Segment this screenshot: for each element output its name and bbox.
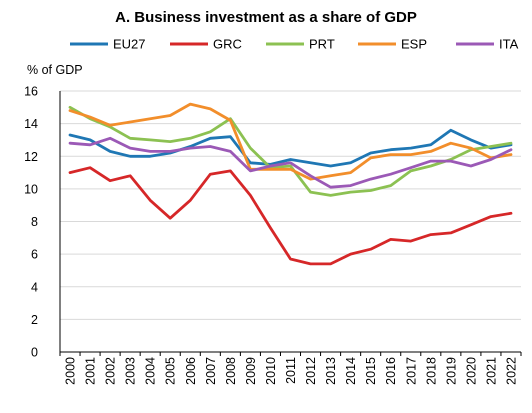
x-tick-label: 2019 — [444, 357, 458, 385]
x-axis-ticks: 2000 2001 2002 2003 2004 2005 2006 2007 2008 2009… — [59, 352, 522, 385]
x-tick-label: 2001 — [84, 357, 98, 385]
y-tick-label: 0 — [31, 346, 38, 360]
legend-label-prt: PRT — [309, 37, 335, 52]
chart-title: A. Business investment as a share of GDP — [115, 9, 417, 26]
y-tick-label: 6 — [31, 248, 38, 262]
chart-legend: EU27 GRC PRT ESP ITA — [70, 37, 519, 52]
x-tick-label: 2018 — [424, 357, 438, 385]
x-tick-label: 2011 — [284, 357, 298, 384]
y-tick-label: 10 — [24, 182, 38, 196]
y-tick-label: 12 — [24, 150, 38, 164]
x-tick-label: 2015 — [364, 357, 378, 385]
x-tick-label: 2002 — [104, 357, 118, 385]
gridlines — [60, 90, 521, 320]
x-tick-label: 2008 — [224, 357, 238, 385]
y-axis-unit-label: % of GDP — [27, 63, 83, 77]
series-line-esp — [68, 102, 513, 181]
y-tick-label: 14 — [24, 117, 38, 131]
x-tick-label: 2004 — [144, 357, 158, 385]
series-line-eu27 — [68, 128, 513, 168]
y-axis-ticks: 0 2 4 6 8 10 12 14 16 — [24, 85, 38, 360]
x-tick-label: 2012 — [304, 357, 318, 385]
y-tick-label: 8 — [31, 215, 38, 229]
x-tick-label: 2017 — [404, 357, 418, 385]
series-line-grc — [68, 166, 513, 266]
x-tick-label: 2022 — [504, 357, 518, 385]
x-tick-label: 2021 — [484, 357, 498, 385]
y-tick-label: 2 — [31, 313, 38, 327]
x-tick-label: 2009 — [244, 357, 258, 385]
x-tick-label: 2000 — [64, 357, 78, 385]
legend-label-esp: ESP — [401, 37, 427, 52]
series-line-ita — [68, 136, 513, 189]
series-line-prt — [68, 105, 513, 197]
x-tick-label: 2010 — [264, 357, 278, 385]
x-tick-label: 2013 — [324, 357, 338, 385]
x-tick-label: 2005 — [164, 357, 178, 385]
y-tick-label: 16 — [24, 85, 38, 99]
x-tick-label: 2016 — [384, 357, 398, 385]
legend-label-grc: GRC — [213, 37, 242, 52]
x-tick-label: 2020 — [464, 357, 478, 385]
series-lines — [68, 102, 513, 266]
x-tick-label: 2006 — [184, 357, 198, 385]
plot-frame — [59, 91, 521, 353]
y-tick-label: 4 — [31, 280, 38, 294]
legend-label-eu27: EU27 — [113, 37, 146, 52]
legend-label-ita: ITA — [499, 37, 519, 52]
x-tick-label: 2003 — [124, 357, 138, 385]
x-tick-label: 2014 — [344, 357, 358, 385]
x-tick-label: 2007 — [204, 357, 218, 385]
